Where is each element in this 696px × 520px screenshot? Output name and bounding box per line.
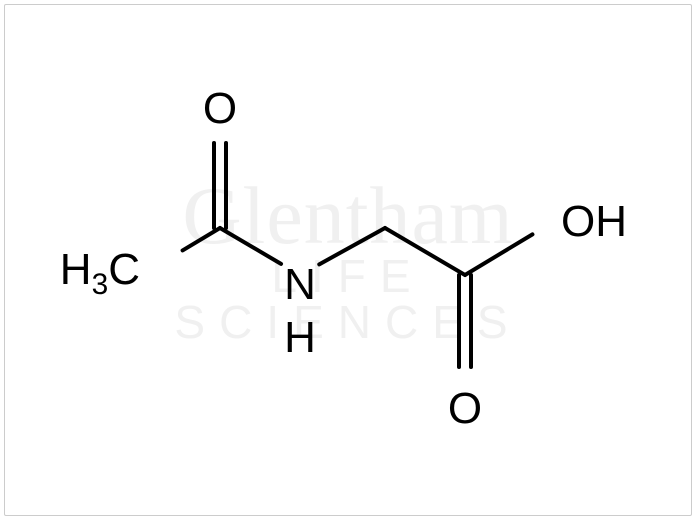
- structure-frame: Glentham LIFE SCIENCES H3CONHOOH: [0, 0, 696, 520]
- atom-label-o1: O: [203, 87, 237, 131]
- atom-label-o2: O: [448, 387, 482, 431]
- atom-label-c1: H3C: [60, 248, 140, 292]
- atom-label-o3: OH: [561, 200, 627, 244]
- atom-label-nh: H: [284, 316, 316, 360]
- atom-label-n: N: [284, 263, 316, 307]
